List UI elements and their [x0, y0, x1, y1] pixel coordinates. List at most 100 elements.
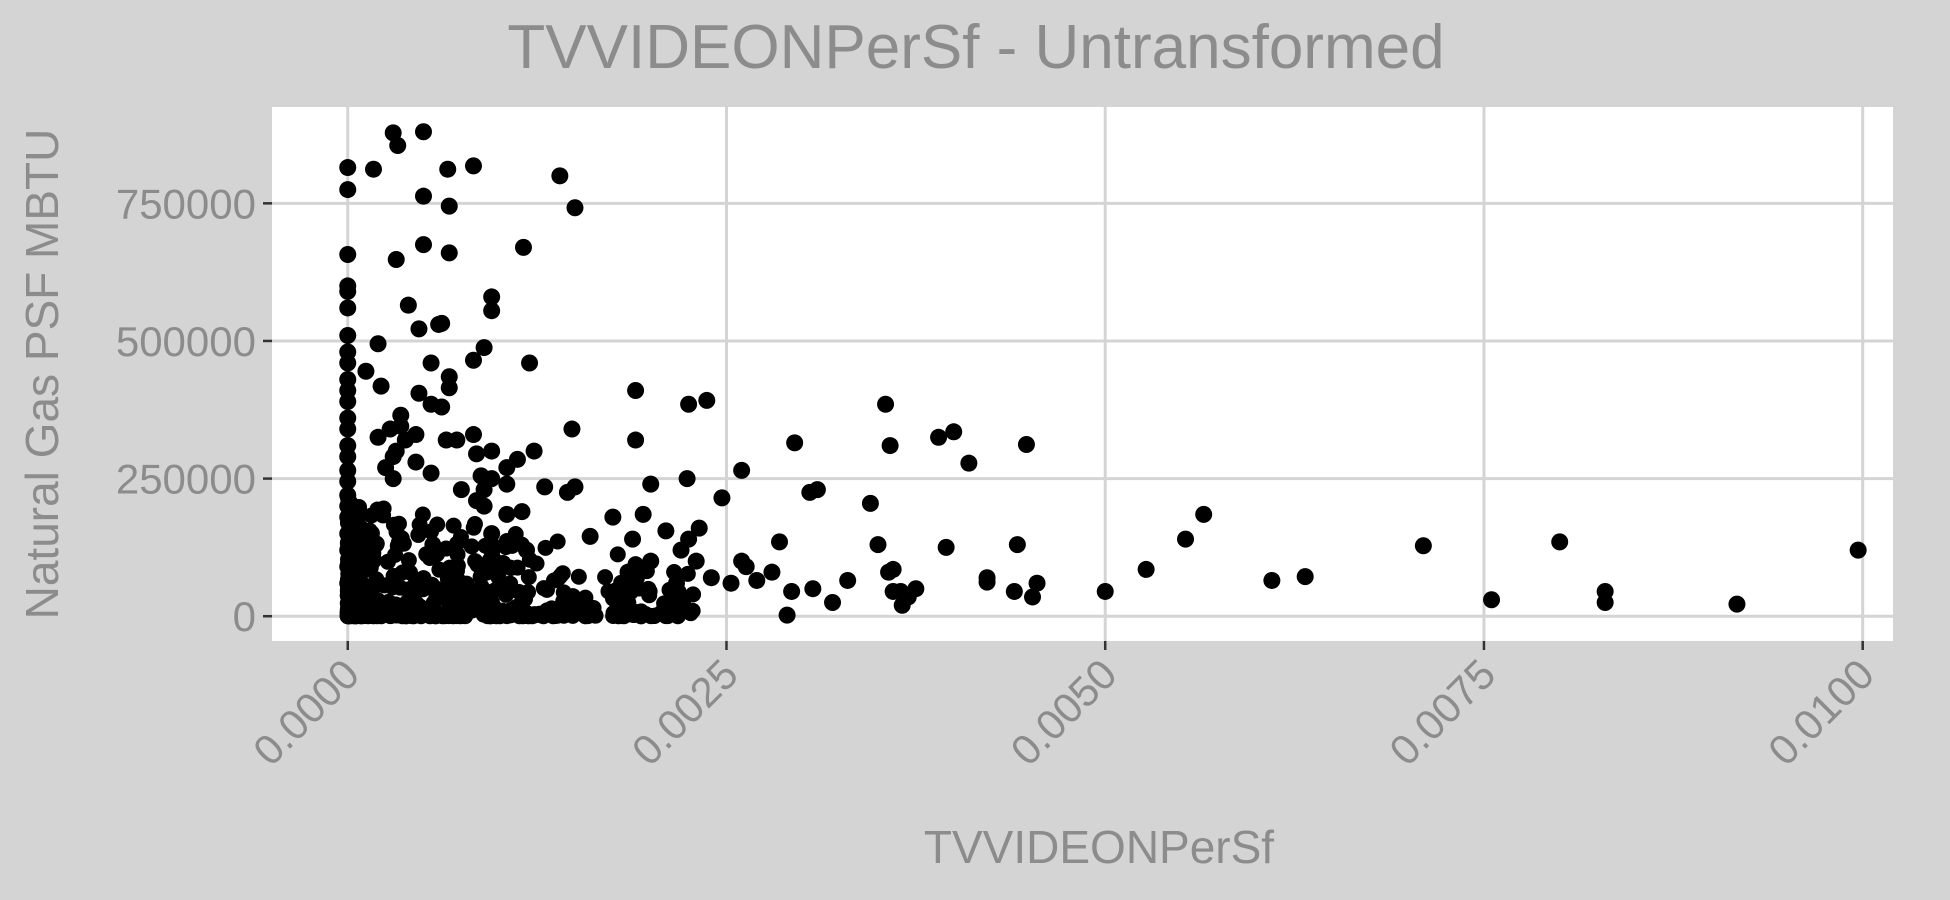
- data-point: [339, 525, 357, 543]
- data-point: [439, 160, 457, 178]
- data-point: [640, 580, 657, 597]
- data-point: [483, 470, 501, 488]
- data-point: [609, 546, 626, 563]
- data-point: [511, 584, 528, 601]
- data-point: [410, 384, 428, 402]
- data-point: [733, 461, 751, 479]
- data-point: [1263, 571, 1281, 589]
- data-point: [440, 379, 458, 397]
- data-point: [339, 541, 357, 559]
- data-point: [679, 565, 696, 582]
- data-point: [551, 167, 569, 185]
- data-point: [960, 454, 978, 472]
- data-point: [824, 593, 842, 611]
- data-point: [498, 505, 516, 523]
- data-point: [505, 533, 523, 551]
- data-point: [1849, 541, 1867, 559]
- data-point: [465, 519, 482, 536]
- data-point: [733, 552, 751, 570]
- data-point: [400, 563, 417, 580]
- data-point: [449, 591, 466, 608]
- data-point: [422, 464, 440, 482]
- data-point: [339, 420, 357, 438]
- data-point: [339, 558, 357, 576]
- data-point: [525, 606, 542, 623]
- data-point: [667, 574, 685, 592]
- data-point: [357, 362, 375, 380]
- data-point: [637, 606, 654, 623]
- data-point: [502, 602, 519, 619]
- data-point: [804, 580, 822, 598]
- data-point: [1414, 537, 1432, 555]
- data-point: [365, 160, 383, 178]
- data-point: [429, 516, 446, 533]
- data-point: [463, 538, 480, 555]
- data-point: [657, 522, 675, 540]
- data-point: [448, 562, 465, 579]
- data-point: [618, 595, 635, 612]
- data-point: [604, 508, 622, 526]
- data-point: [484, 594, 501, 611]
- data-point: [687, 552, 705, 570]
- data-point: [339, 246, 357, 264]
- data-point: [1137, 560, 1155, 578]
- data-point: [525, 442, 543, 460]
- data-point: [570, 568, 587, 585]
- data-point: [339, 508, 357, 526]
- data-point: [1008, 536, 1026, 554]
- data-point: [778, 606, 796, 624]
- data-point: [440, 244, 458, 262]
- data-point: [690, 519, 708, 537]
- data-point: [521, 354, 539, 372]
- data-point: [545, 601, 562, 618]
- data-point: [656, 595, 673, 612]
- data-point: [748, 571, 766, 589]
- data-point: [440, 197, 458, 215]
- data-point: [877, 395, 895, 413]
- data-point: [422, 601, 439, 618]
- data-point: [698, 391, 716, 409]
- data-point: [384, 470, 402, 488]
- y-tick-label: 0: [233, 593, 256, 640]
- data-point: [861, 494, 879, 512]
- data-point: [1596, 593, 1614, 611]
- data-point: [403, 608, 420, 625]
- data-point: [475, 339, 493, 357]
- data-point: [945, 423, 963, 441]
- data-point: [339, 448, 357, 466]
- data-point: [722, 574, 740, 592]
- data-point: [410, 526, 427, 543]
- data-point: [672, 541, 690, 559]
- data-point: [808, 481, 826, 499]
- data-point: [339, 159, 357, 177]
- data-point: [1005, 582, 1023, 600]
- data-point: [627, 431, 645, 449]
- data-point: [483, 302, 501, 320]
- data-point: [384, 579, 401, 596]
- data-point: [369, 592, 386, 609]
- data-point: [642, 475, 660, 493]
- data-point: [490, 569, 507, 586]
- data-point: [339, 354, 357, 372]
- data-point: [597, 569, 614, 586]
- data-point: [587, 607, 604, 624]
- data-point: [342, 588, 359, 605]
- data-point: [362, 559, 379, 576]
- data-point: [566, 199, 584, 217]
- data-point: [369, 428, 387, 446]
- data-point: [600, 583, 617, 600]
- data-point: [513, 503, 531, 521]
- data-point: [930, 428, 948, 446]
- data-point: [483, 288, 501, 306]
- chart-title: TVVIDEONPerSf - Untransformed: [507, 13, 1444, 82]
- data-point: [563, 420, 581, 438]
- data-point: [1177, 530, 1195, 548]
- data-point: [642, 552, 660, 570]
- data-point: [783, 582, 801, 600]
- data-point: [422, 395, 440, 413]
- data-point: [441, 607, 458, 624]
- data-point: [449, 535, 466, 552]
- data-point: [468, 492, 486, 510]
- data-point: [389, 137, 407, 155]
- data-point: [388, 523, 405, 540]
